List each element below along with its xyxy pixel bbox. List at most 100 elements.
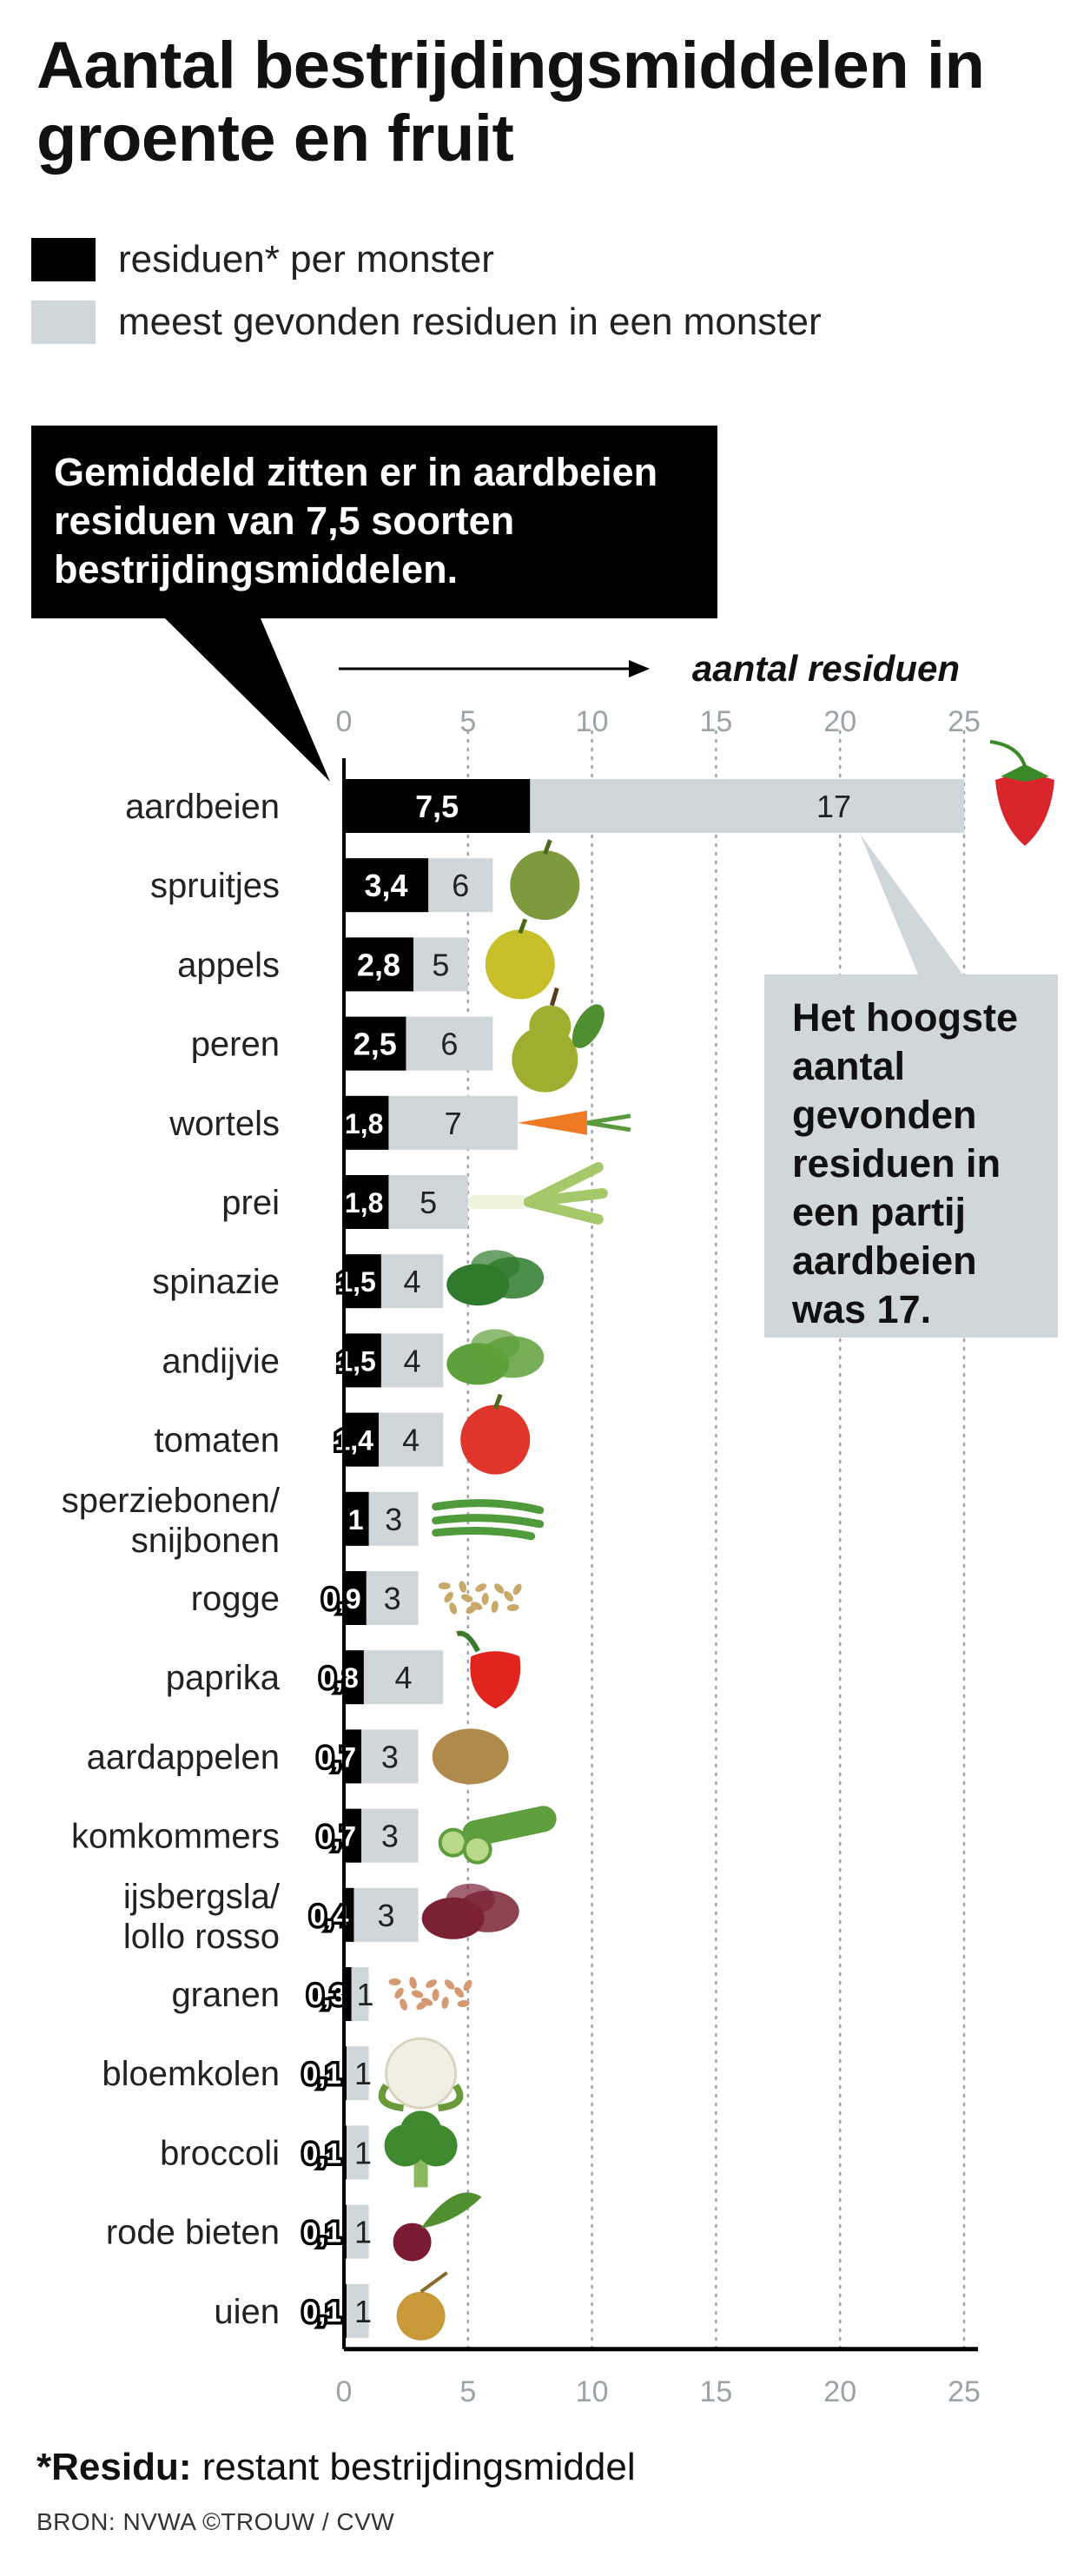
value-label-average: 3,4: [365, 868, 408, 903]
bar-average: [344, 1967, 352, 2021]
value-label-maximum: 3: [385, 1502, 402, 1537]
tomato-icon: [460, 1393, 531, 1475]
note-box: Het hoogste aantal gevonden residuen in …: [764, 974, 1058, 1338]
source-credit: BRON: NVWA ©TROUW / CVW: [36, 2508, 395, 2535]
bar-average: [344, 1729, 361, 1784]
footnote-term: *Residu:: [36, 2446, 192, 2488]
value-label-maximum: 7: [445, 1106, 462, 1141]
category-label: paprika: [166, 1659, 281, 1697]
bar-average: [344, 1175, 389, 1229]
category-label: peren: [191, 1026, 280, 1064]
value-label-average: 0,9: [322, 1583, 360, 1615]
category-label: snijbonen: [131, 1522, 280, 1560]
bar-average: [344, 1016, 406, 1071]
spinach-icon: [446, 1250, 545, 1306]
value-label-maximum: 4: [404, 1343, 421, 1378]
bar-average: [344, 1650, 364, 1705]
value-label-maximum: 1: [354, 2215, 372, 2250]
value-label-maximum: 4: [402, 1423, 420, 1458]
note-pointer: [860, 834, 964, 976]
x-tick-label-top: 0: [336, 705, 353, 738]
category-label: prei: [221, 1184, 280, 1222]
value-label-maximum: 1: [354, 2294, 372, 2329]
value-label-maximum: 4: [404, 1264, 421, 1299]
value-label-average: 0,3: [307, 1979, 346, 2011]
bar-average: [344, 1254, 381, 1309]
x-tick-label-top: 15: [699, 705, 732, 738]
category-label: spruitjes: [150, 867, 280, 905]
rye-icon: [438, 1581, 522, 1615]
bar-average: [344, 937, 413, 992]
bar-average: [344, 1491, 369, 1546]
legend-label-maximum: meest gevonden residuen in een monster: [118, 301, 822, 343]
category-label: aardappelen: [87, 1738, 280, 1776]
value-label-maximum: 3: [381, 1819, 399, 1854]
category-label: spinazie: [152, 1263, 280, 1301]
value-label-average: 0,7: [318, 1741, 356, 1773]
value-label-average: 7,5: [415, 789, 459, 824]
footnote-text: restant bestrijdingsmiddel: [191, 2446, 636, 2488]
bar-average: [344, 1887, 354, 1942]
potato-icon: [432, 1728, 509, 1785]
callout-box: Gemiddeld zitten er in aardbeien residue…: [31, 426, 717, 618]
value-label-maximum: 6: [452, 868, 469, 903]
bar-average: [344, 858, 429, 913]
bar-maximum: [344, 2283, 369, 2338]
x-tick-label-bottom: 10: [576, 2375, 609, 2408]
value-label-maximum: 1: [354, 2135, 372, 2170]
cucumber-icon: [438, 1806, 557, 1865]
grains-icon: [388, 1977, 472, 2011]
broccoli-icon: [384, 2110, 458, 2188]
bar-average: [344, 1333, 381, 1388]
value-label-maximum: 3: [378, 1898, 395, 1933]
category-label: rode bieten: [106, 2214, 280, 2252]
chart-title: Aantal bestrijdingsmiddelen in groente e…: [36, 29, 985, 175]
legend-swatch-maximum: [31, 301, 96, 344]
axis-arrow-head: [629, 660, 650, 677]
x-tick-label-top: 5: [459, 705, 476, 738]
category-label: granen: [171, 1976, 280, 2014]
value-label-average: 0,7: [318, 1821, 356, 1853]
value-label-maximum: 1: [357, 1977, 374, 2012]
category-label: wortels: [168, 1105, 280, 1143]
bar-average: [344, 1571, 367, 1625]
category-label: andijvie: [162, 1342, 280, 1380]
value-label-average: 2,5: [353, 1027, 397, 1062]
lettuce-icon: [421, 1883, 519, 1939]
x-tick-label-top: 10: [576, 705, 609, 738]
x-tick-label-bottom: 20: [823, 2375, 856, 2408]
cauliflower-icon: [378, 2037, 464, 2112]
value-label-maximum: 3: [381, 1739, 399, 1774]
category-label: rogge: [191, 1580, 280, 1618]
x-tick-label-bottom: 0: [336, 2375, 353, 2408]
bar-maximum: [344, 1887, 419, 1942]
bar-average: [344, 1412, 379, 1467]
x-tick-label-top: 20: [823, 705, 856, 738]
green-beans-icon: [432, 1499, 545, 1541]
bar-maximum: [344, 2204, 369, 2259]
value-label-maximum: 4: [395, 1660, 413, 1695]
value-label-maximum: 3: [384, 1581, 401, 1616]
pear-icon: [512, 987, 605, 1093]
category-label: bloemkolen: [102, 2055, 280, 2093]
value-label-maximum: 5: [420, 1185, 437, 1220]
category-label: tomaten: [154, 1422, 280, 1460]
category-label: uien: [214, 2293, 280, 2331]
category-label: komkommers: [71, 1818, 280, 1856]
bar-maximum: [344, 2125, 369, 2180]
value-label-average: 1,8: [345, 1108, 383, 1139]
value-label-maximum: 5: [432, 947, 449, 982]
value-label-average: 0,1: [303, 2058, 341, 2090]
carrot-icon: [517, 1110, 631, 1135]
legend-label-average: residuen* per monster: [118, 238, 494, 281]
apple-icon: [485, 918, 555, 1000]
category-label: ijsbergsla/: [123, 1878, 281, 1916]
bar-average: [344, 1095, 389, 1150]
value-label-average: 1: [348, 1504, 364, 1536]
bar-average: [344, 1808, 361, 1863]
category-label: sperziebonen/: [62, 1482, 281, 1520]
callout-pointer: [165, 618, 330, 782]
x-tick-label-bottom: 25: [948, 2375, 981, 2408]
strawberry-icon: [989, 740, 1054, 846]
